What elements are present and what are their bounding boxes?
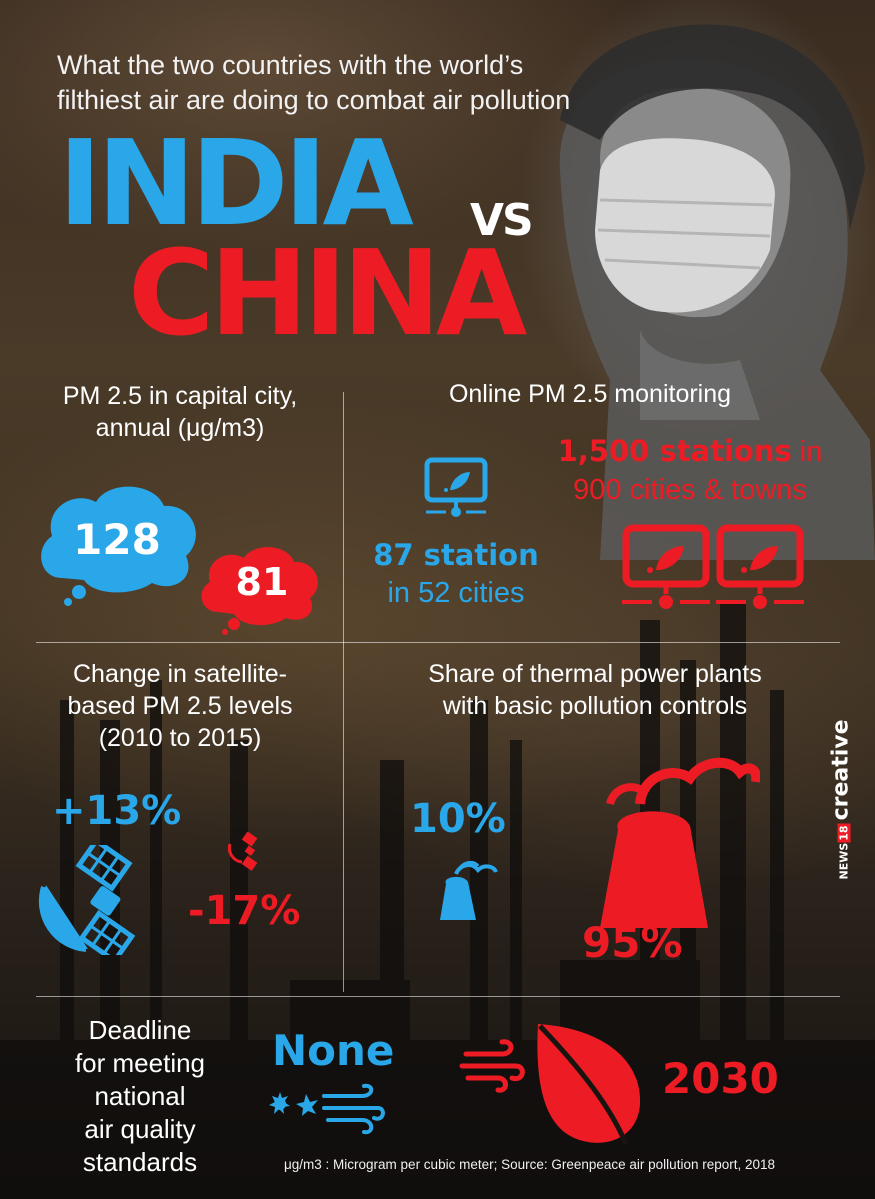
satellite-icon-china xyxy=(227,832,258,871)
title-china: CHINA xyxy=(128,224,527,362)
satellite-icon xyxy=(38,845,136,955)
brand-logo: NEWS18creative xyxy=(826,719,856,882)
deadline-heading-line-4: air quality xyxy=(84,1114,196,1144)
thermal-india-value: 10% xyxy=(410,796,506,842)
thermal-heading-line-1: Share of thermal power plants xyxy=(428,660,762,688)
monitoring-india-cities: in 52 cities xyxy=(387,577,525,609)
monitoring-india-count: 87 station xyxy=(373,538,539,572)
pm25-india-value: 128 xyxy=(73,515,161,564)
satellite-heading-line-3: (2010 to 2015) xyxy=(98,724,262,752)
power-plant-icon-china xyxy=(600,757,760,928)
satellite-india-value: +13% xyxy=(52,788,182,834)
deadline-heading: Deadline for meeting national air qualit… xyxy=(40,1014,240,1179)
deadline-heading-line-1: Deadline xyxy=(88,1015,192,1045)
cloud-icon xyxy=(41,486,196,606)
monitoring-china-line-1: 1,500 stations in xyxy=(520,432,860,471)
satellite-china-value: -17% xyxy=(188,888,301,934)
monitoring-china-text: 1,500 stations in 900 cities & towns xyxy=(520,432,860,509)
monitoring-china-line-2: 900 cities & towns xyxy=(573,474,807,506)
satellite-heading-line-2: based PM 2.5 levels xyxy=(67,692,293,720)
deadline-india-value: None xyxy=(272,1026,395,1075)
woman-photo xyxy=(559,24,875,560)
brand-text: NEWS18creative xyxy=(829,719,854,880)
monitor-icon-china xyxy=(622,524,804,609)
cloud-icon-china xyxy=(201,547,318,635)
subtitle: What the two countries with the world’s … xyxy=(57,48,617,118)
horizontal-divider-1 xyxy=(36,642,840,643)
deadline-heading-line-2: for meeting xyxy=(74,1048,206,1078)
monitor-icon xyxy=(622,524,710,609)
power-plant-icon xyxy=(440,860,498,920)
pm25-heading-line-2: annual (μg/m3) xyxy=(95,414,265,442)
brand-number: 18 xyxy=(837,823,851,843)
title-india: INDIA xyxy=(58,114,414,252)
monitoring-china-count: 1,500 stations xyxy=(557,434,792,468)
monitoring-china-in: in xyxy=(791,436,823,468)
monitor-icon xyxy=(716,524,804,609)
satellite-heading-line-1: Change in satellite- xyxy=(72,660,287,688)
pm25-heading: PM 2.5 in capital city, annual (μg/m3) xyxy=(20,380,340,444)
monitoring-heading: Online PM 2.5 monitoring xyxy=(448,380,732,408)
vertical-divider xyxy=(343,392,344,992)
thermal-heading: Share of thermal power plants with basic… xyxy=(360,658,830,722)
source-note: μg/m3 : Microgram per cubic meter; Sourc… xyxy=(284,1157,776,1172)
monitor-icon xyxy=(424,457,488,517)
title-vs: VS xyxy=(470,195,534,246)
monitoring-india-text: 87 station in 52 cities xyxy=(356,536,556,612)
deadline-heading-line-5: standards xyxy=(82,1147,198,1177)
leaf-icon xyxy=(537,1024,641,1145)
subtitle-line-1: What the two countries with the world’s xyxy=(57,50,524,80)
brand-creative: creative xyxy=(828,719,854,821)
brand-news: NEWS xyxy=(837,842,851,880)
pm25-china-value: 81 xyxy=(235,560,289,604)
deadline-china-value: 2030 xyxy=(662,1054,779,1103)
satellite-heading: Change in satellite- based PM 2.5 levels… xyxy=(20,658,340,754)
thermal-heading-line-2: with basic pollution controls xyxy=(442,692,748,720)
pm25-heading-line-1: PM 2.5 in capital city, xyxy=(62,382,298,410)
factory-silhouette xyxy=(0,600,875,1199)
deadline-heading-line-3: national xyxy=(94,1081,186,1111)
wind-icon xyxy=(269,1083,385,1135)
wind-icon-china xyxy=(459,1039,525,1093)
horizontal-divider-2 xyxy=(36,996,840,997)
thermal-china-value: 95% xyxy=(582,918,683,967)
subtitle-line-2: filthiest air are doing to combat air po… xyxy=(57,85,571,115)
